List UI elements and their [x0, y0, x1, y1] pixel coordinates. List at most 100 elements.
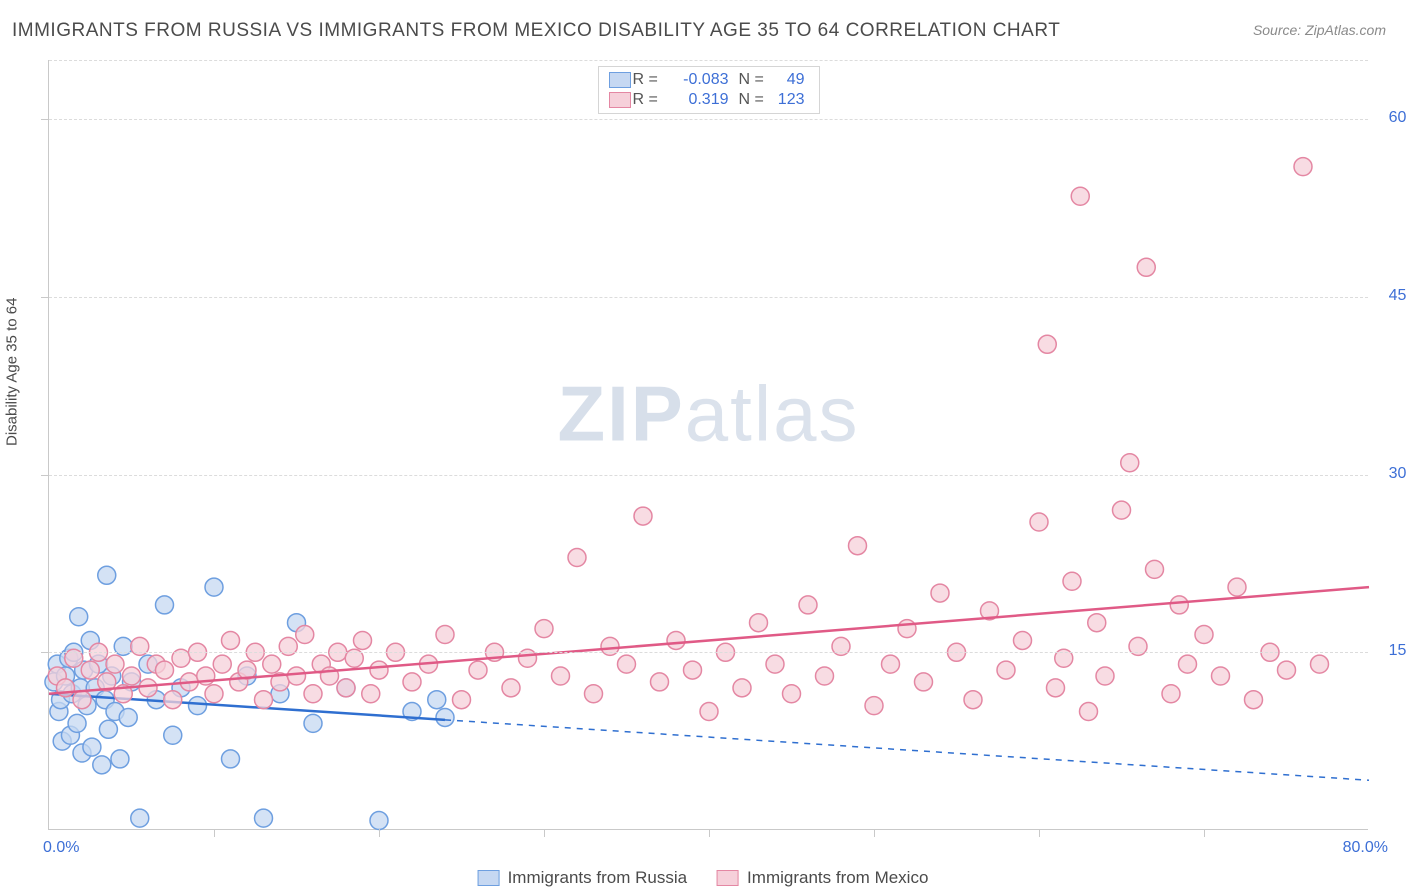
data-point [931, 584, 949, 602]
data-point [1170, 596, 1188, 614]
data-point [205, 578, 223, 596]
data-point [111, 750, 129, 768]
data-point [81, 661, 99, 679]
data-point [73, 691, 91, 709]
data-point [915, 673, 933, 691]
legend-swatch [478, 870, 500, 886]
data-point [222, 750, 240, 768]
data-point [1179, 655, 1197, 673]
n-label: N = [739, 91, 765, 109]
data-point [263, 655, 281, 673]
data-point [436, 708, 454, 726]
data-point [502, 679, 520, 697]
data-point [1071, 187, 1089, 205]
data-point [337, 679, 355, 697]
n-value: 49 [765, 71, 805, 89]
y-tick-label: 15.0% [1389, 642, 1406, 660]
data-point [750, 614, 768, 632]
data-point [156, 596, 174, 614]
data-point [304, 685, 322, 703]
data-point [1088, 614, 1106, 632]
x-origin-label: 0.0% [43, 839, 79, 857]
data-point [1047, 679, 1065, 697]
data-point [1121, 454, 1139, 472]
correlation-legend: R =-0.083N =49R =0.319N =123 [598, 66, 820, 114]
data-point [882, 655, 900, 673]
data-point [1038, 335, 1056, 353]
data-point [766, 655, 784, 673]
data-point [139, 679, 157, 697]
data-point [684, 661, 702, 679]
data-point [189, 697, 207, 715]
data-point [1113, 501, 1131, 519]
legend-swatch [609, 72, 631, 88]
data-point [98, 566, 116, 584]
data-point [436, 626, 454, 644]
data-point [700, 703, 718, 721]
y-tick-label: 30.0% [1389, 465, 1406, 483]
trend-line [49, 587, 1369, 694]
gridline-h [49, 652, 1368, 653]
data-point [428, 691, 446, 709]
data-point [1278, 661, 1296, 679]
gridline-h [49, 119, 1368, 120]
data-point [131, 809, 149, 827]
data-point [1195, 626, 1213, 644]
data-point [1162, 685, 1180, 703]
data-point [585, 685, 603, 703]
data-point [816, 667, 834, 685]
gridline-h [49, 475, 1368, 476]
data-point [255, 691, 273, 709]
data-point [1228, 578, 1246, 596]
data-point [370, 661, 388, 679]
data-point [733, 679, 751, 697]
data-point [83, 738, 101, 756]
legend-swatch [609, 92, 631, 108]
data-point [1311, 655, 1329, 673]
data-point [1080, 703, 1098, 721]
data-point [93, 756, 111, 774]
data-point [1146, 560, 1164, 578]
r-label: R = [633, 71, 669, 89]
x-max-label: 80.0% [1343, 839, 1388, 857]
data-point [354, 631, 372, 649]
r-value: 0.319 [669, 91, 729, 109]
data-point [799, 596, 817, 614]
data-point [106, 655, 124, 673]
data-point [1063, 572, 1081, 590]
y-tick-label: 45.0% [1389, 287, 1406, 305]
source-attribution: Source: ZipAtlas.com [1253, 22, 1386, 38]
data-point [783, 685, 801, 703]
data-point [1137, 258, 1155, 276]
correlation-chart: IMMIGRANTS FROM RUSSIA VS IMMIGRANTS FRO… [0, 0, 1406, 892]
data-point [997, 661, 1015, 679]
data-point [370, 812, 388, 830]
legend-item: Immigrants from Mexico [717, 868, 928, 888]
data-point [222, 631, 240, 649]
data-point [618, 655, 636, 673]
data-point [156, 661, 174, 679]
data-point [453, 691, 471, 709]
data-point [68, 714, 86, 732]
data-point [1030, 513, 1048, 531]
data-point [1294, 158, 1312, 176]
data-point [651, 673, 669, 691]
data-point [1014, 631, 1032, 649]
plot-area: ZIPatlas R =-0.083N =49R =0.319N =123 15… [48, 60, 1368, 830]
r-value: -0.083 [669, 71, 729, 89]
n-value: 123 [765, 91, 805, 109]
y-tick-label: 60.0% [1389, 109, 1406, 127]
data-point [119, 708, 137, 726]
data-point [552, 667, 570, 685]
chart-title: IMMIGRANTS FROM RUSSIA VS IMMIGRANTS FRO… [12, 20, 1060, 42]
legend-label: Immigrants from Mexico [747, 868, 928, 888]
scatter-layer [49, 60, 1368, 829]
data-point [667, 631, 685, 649]
data-point [898, 620, 916, 638]
data-point [99, 720, 117, 738]
data-point [296, 626, 314, 644]
y-axis-label: Disability Age 35 to 64 [4, 298, 21, 446]
data-point [964, 691, 982, 709]
legend-label: Immigrants from Russia [508, 868, 687, 888]
n-label: N = [739, 71, 765, 89]
